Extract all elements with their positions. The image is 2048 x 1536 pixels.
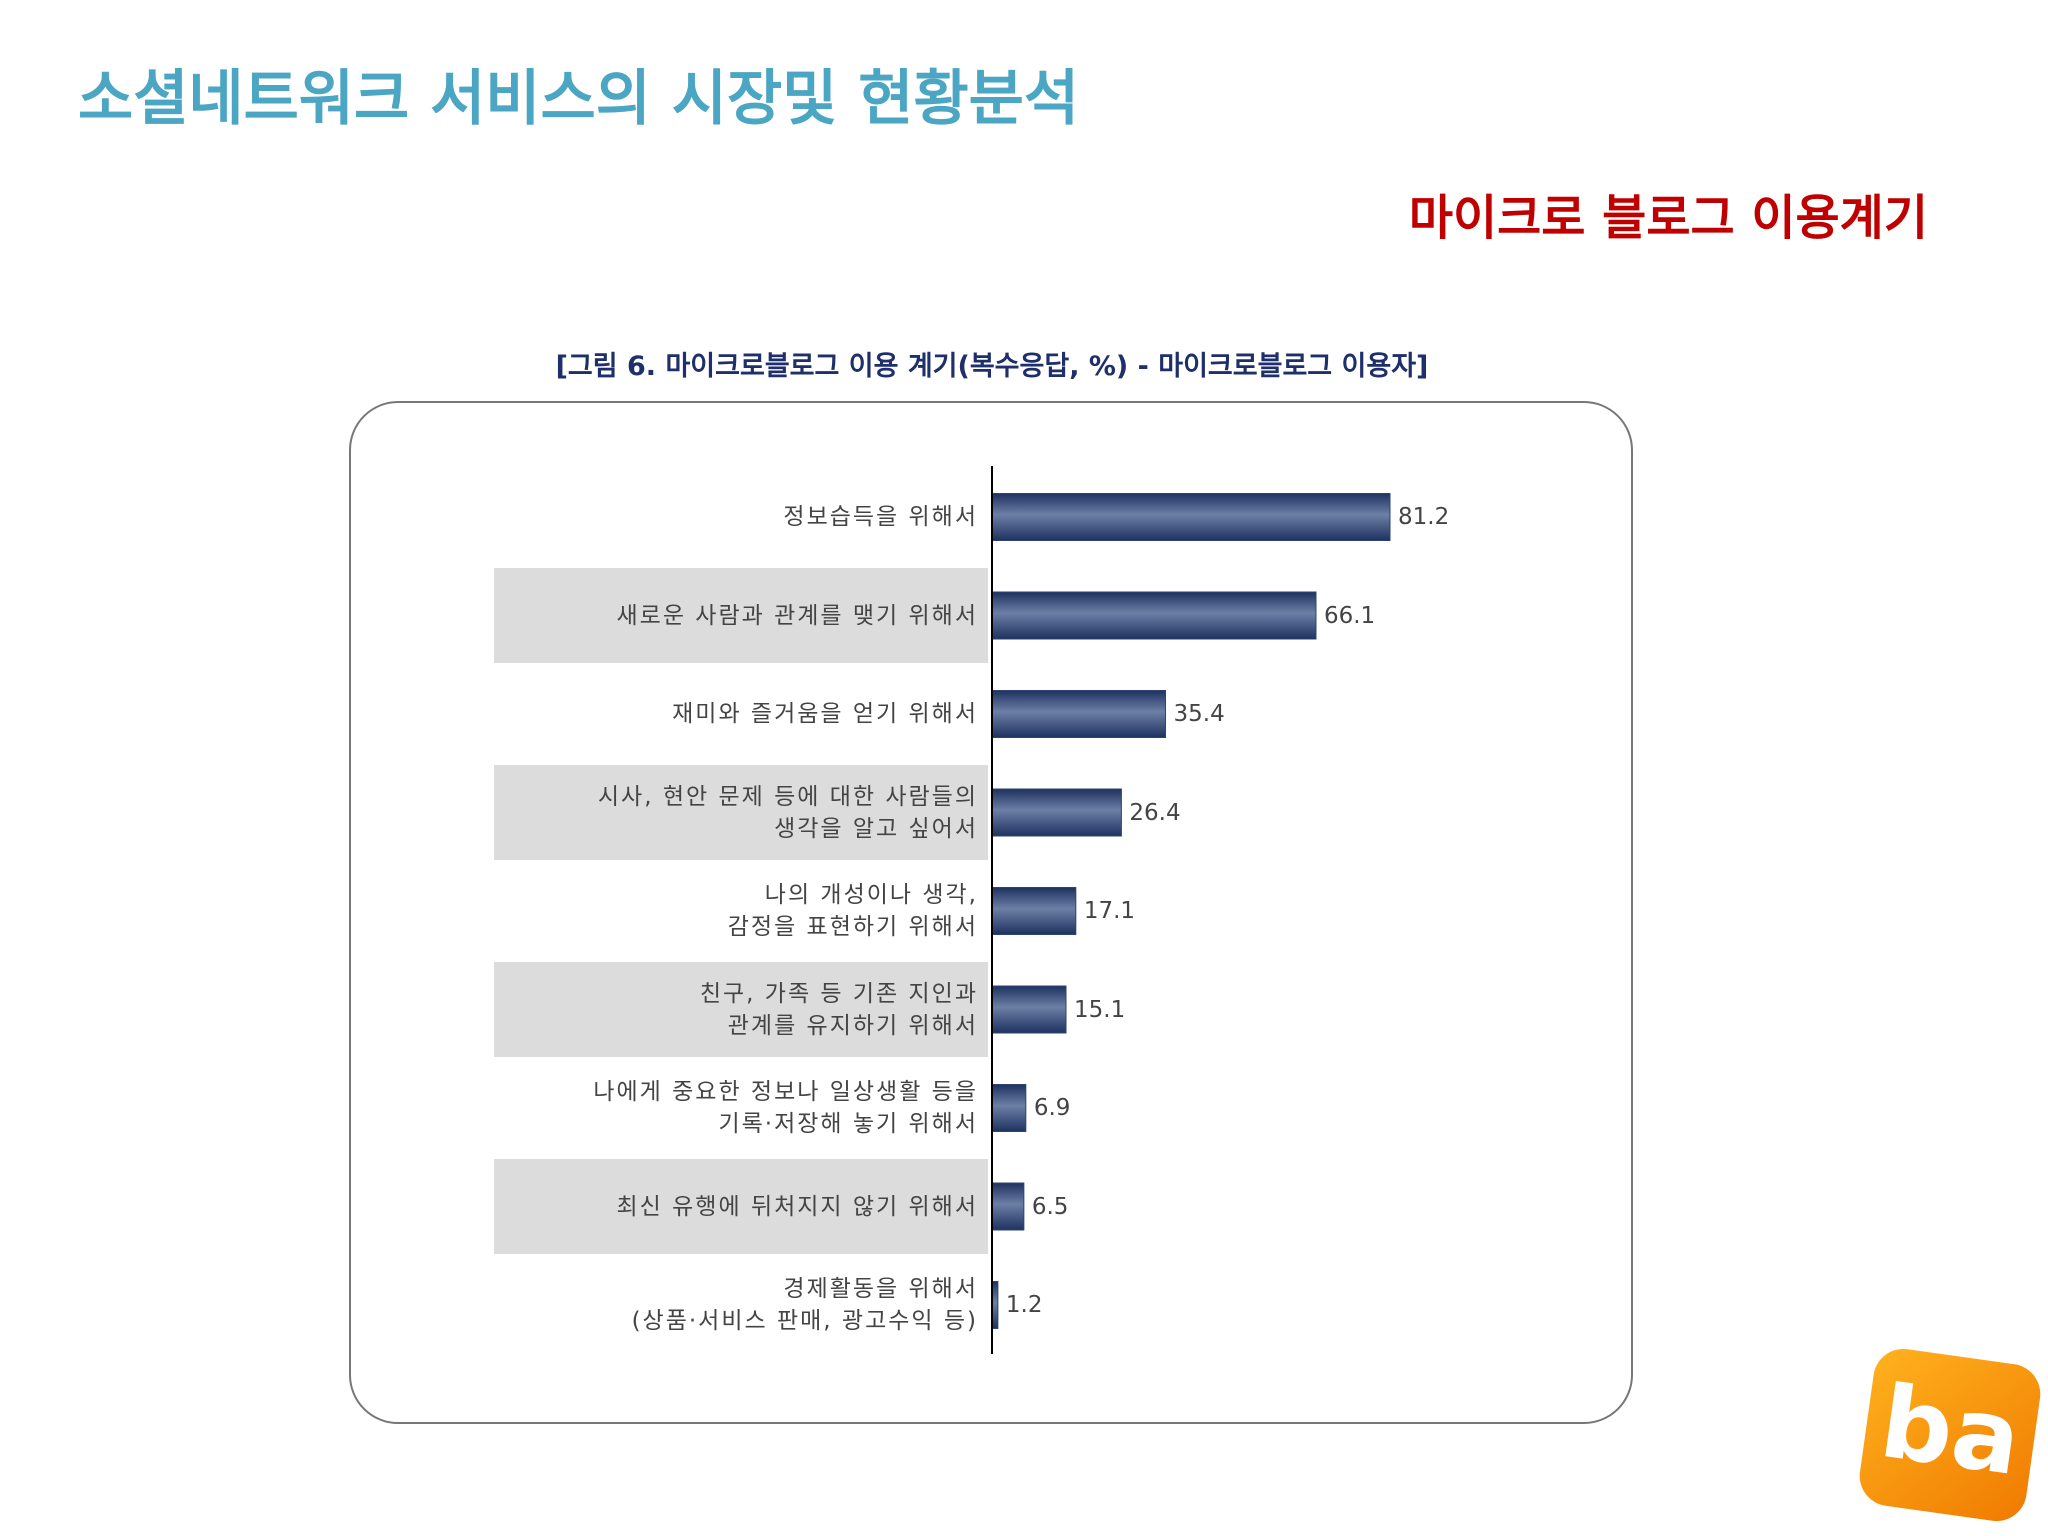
value-label: 35.4 [1173,701,1225,727]
value-label: 17.1 [1083,898,1136,924]
slide-subtitle: 마이크로 블로그 이용계기 [1408,190,1928,246]
value-label: 6.5 [1031,1193,1069,1220]
bar [991,788,1122,837]
y-tick-label: 경제활동을 위해서 (상품·서비스 판매, 광고수익 등) [631,1276,978,1334]
y-tick-label: 나에게 중요한 정보나 일상생활 등을 기록·저장해 놓기 위해서 [593,1079,978,1137]
value-label: 26.4 [1129,799,1181,826]
y-tick-label: 정보습득을 위해서 [783,504,978,530]
row-band [494,962,988,1057]
bar [991,591,1317,640]
bar [991,1084,1027,1132]
value-label: 15.1 [1074,996,1126,1023]
value-label: 6.9 [1033,1095,1071,1121]
y-tick-label: 최신 유행에 뒤처지지 않기 위해서 [616,1193,978,1220]
row-band [494,568,988,663]
row-band [494,765,988,860]
y-tick-label: 친구, 가족 등 기존 지인과 관계를 유지하기 위해서 [699,980,978,1039]
y-tick-label: 재미와 즐거움을 얻기 위해서 [672,701,978,727]
bar [991,887,1077,935]
y-tick-label: 시사, 현안 문제 등에 대한 사람들의 생각을 알고 싶어서 [597,783,978,842]
y-tick-label: 새로운 사람과 관계를 맺기 위해서 [616,602,978,629]
row-band [494,1159,988,1254]
bar [991,985,1067,1034]
bar [991,690,1167,738]
value-label: 81.2 [1398,504,1450,530]
logo: ba [1855,1345,2045,1525]
bar [991,493,1391,541]
y-tick-label: 나의 개성이나 생각, 감정을 표현하기 위해서 [727,882,978,940]
value-label: 1.2 [1005,1292,1043,1318]
bar [991,1182,1025,1231]
chart-title: [그림 6. 마이크로블로그 이용 계기(복수응답, %) - 마이크로블로그 … [555,351,1429,382]
slide-title: 소셜네트워크 서비스의 시장및 현황분석 [78,64,1080,134]
value-label: 66.1 [1323,602,1376,629]
